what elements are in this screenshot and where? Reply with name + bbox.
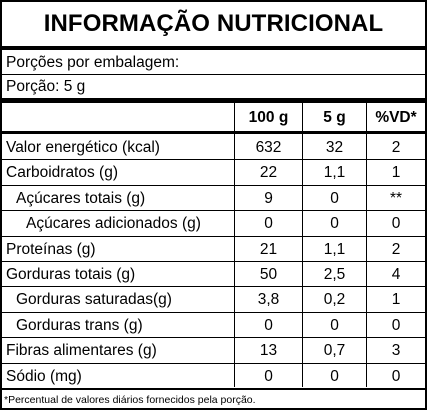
title-divider: [2, 46, 425, 50]
footnote: *Percentual de valores diários fornecido…: [4, 394, 256, 406]
nutrient-name: Proteínas (g): [6, 240, 96, 258]
header-thick-divider: [2, 98, 425, 103]
value-per-serving: 0: [330, 215, 339, 233]
column-divider-2: [302, 103, 303, 387]
value-per-100g: 50: [259, 266, 278, 283]
value-daily-percent: 0: [391, 367, 401, 385]
value-per-serving: 1,1: [323, 240, 346, 258]
nutrient-name: Fibras alimentares (g): [6, 342, 157, 360]
column-divider-3: [366, 103, 367, 387]
column-header-divider: [2, 131, 425, 134]
row-divider: [2, 261, 425, 262]
nutrient-name: Gorduras saturadas(g): [16, 291, 172, 309]
footer-divider: [2, 388, 425, 390]
nutrient-name: Valor energético (kcal): [6, 139, 160, 156]
value-per-100g: 0: [264, 316, 273, 334]
value-daily-percent: 1: [391, 164, 401, 182]
column-divider-1: [234, 103, 235, 387]
row-divider: [2, 159, 425, 160]
row-divider: [2, 210, 425, 211]
nutrient-name: Gorduras trans (g): [16, 316, 143, 334]
value-per-100g: 9: [264, 189, 273, 207]
value-per-100g: 13: [259, 342, 278, 360]
value-per-100g: 0: [264, 215, 273, 233]
value-per-serving: 0: [330, 367, 339, 385]
value-daily-percent: 4: [391, 266, 401, 283]
value-per-serving: 1,1: [323, 164, 346, 182]
row-divider: [2, 312, 425, 313]
value-per-serving: 0,7: [323, 342, 346, 360]
value-daily-percent: **: [389, 189, 403, 207]
nutrient-name: Açúcares totais (g): [16, 189, 146, 207]
value-daily-percent: 2: [391, 240, 401, 258]
label-title: INFORMAÇÃO NUTRICIONAL: [43, 10, 384, 37]
servings-per-package: Porções por embalagem:: [6, 54, 180, 71]
nutrient-name: Açúcares adicionados (g): [26, 215, 201, 233]
value-daily-percent: 0: [391, 215, 401, 233]
row-divider: [2, 337, 425, 338]
column-header-100g: 100 g: [248, 109, 289, 126]
serving-size: Porção: 5 g: [6, 78, 86, 95]
column-header-vd: %VD*: [375, 109, 417, 126]
row-divider: [2, 185, 425, 186]
row-divider: [2, 236, 425, 237]
value-daily-percent: 0: [391, 316, 401, 334]
servings-divider: [2, 74, 425, 75]
value-per-100g: 21: [259, 240, 278, 258]
value-per-100g: 3,8: [257, 291, 280, 309]
nutrient-name: Gorduras totais (g): [6, 266, 136, 283]
value-per-100g: 632: [255, 139, 282, 156]
value-per-serving: 2,5: [323, 266, 346, 283]
value-per-serving: 32: [325, 139, 344, 156]
nutrient-name: Sódio (mg): [6, 367, 82, 385]
value-daily-percent: 1: [391, 291, 401, 309]
value-per-100g: 0: [264, 367, 273, 385]
value-per-serving: 0,2: [323, 291, 346, 309]
column-header-serving: 5 g: [323, 109, 346, 126]
row-divider: [2, 363, 425, 364]
nutrient-name: Carboidratos (g): [6, 164, 118, 182]
value-daily-percent: 3: [391, 342, 401, 360]
row-divider: [2, 286, 425, 287]
value-daily-percent: 2: [391, 139, 401, 156]
value-per-serving: 0: [330, 189, 339, 207]
value-per-100g: 22: [259, 164, 278, 182]
value-per-serving: 0: [330, 316, 339, 334]
